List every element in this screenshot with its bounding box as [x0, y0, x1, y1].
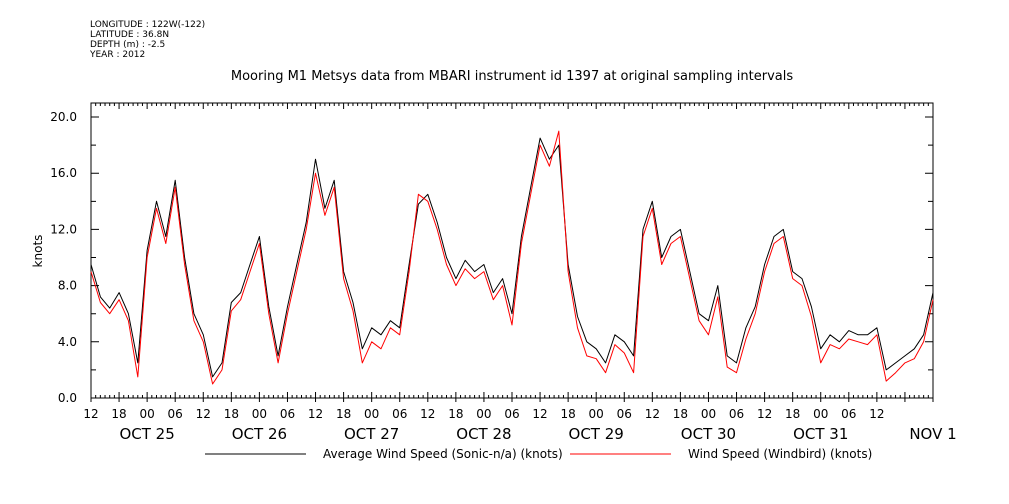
x-tick-label: 00: [476, 407, 491, 421]
x-tick-label: 12: [420, 407, 435, 421]
y-tick-label: 4.0: [58, 335, 77, 349]
date-label: NOV 1: [909, 425, 956, 443]
x-tick-label: 12: [645, 407, 660, 421]
x-tick-label: 00: [701, 407, 716, 421]
date-label: OCT 26: [232, 425, 287, 443]
series-lines: [90, 130, 934, 385]
x-tick-label: 18: [448, 407, 463, 421]
date-label: OCT 30: [681, 425, 736, 443]
legend-label-average: Average Wind Speed (Sonic-n/a) (knots): [323, 447, 563, 461]
date-labels: OCT 25 OCT 26 OCT 27 OCT 28 OCT 29 OCT 30 OCT …: [119, 425, 956, 443]
axis-ticks: [90, 103, 934, 402]
y-tick-label: 0.0: [58, 391, 77, 405]
x-tick-label: 00: [139, 407, 154, 421]
x-tick-label: 06: [168, 407, 183, 421]
date-label: OCT 27: [344, 425, 399, 443]
y-tick-labels: 0.0 4.0 8.0 12.0 16.0 20.0: [50, 110, 77, 405]
x-tick-labels: 12 18 00 06 12 18 00 06 12 18 00 06 12 18 00 06 12 18 00 06…: [83, 407, 884, 421]
x-tick-label: 18: [560, 407, 575, 421]
plot-frame: [90, 102, 934, 399]
x-tick-label: 06: [280, 407, 295, 421]
longitude-label: LONGITUDE : 122W(-122): [90, 20, 206, 30]
y-tick-label: 16.0: [50, 166, 77, 180]
x-tick-label: 18: [336, 407, 351, 421]
y-tick-label: 8.0: [58, 279, 77, 293]
date-label: OCT 25: [119, 425, 174, 443]
x-tick-label: 18: [111, 407, 126, 421]
x-tick-label: 12: [196, 407, 211, 421]
x-tick-label: 06: [729, 407, 744, 421]
series-line-windbird: [90, 130, 934, 385]
date-label: OCT 29: [569, 425, 624, 443]
y-tick-label: 12.0: [50, 222, 77, 236]
date-label: OCT 28: [456, 425, 511, 443]
series-line-average-wind-speed: [90, 137, 934, 378]
x-tick-label: 18: [673, 407, 688, 421]
x-tick-label: 12: [869, 407, 884, 421]
legend-label-windbird: Wind Speed (Windbird) (knots): [688, 447, 872, 461]
depth-label: DEPTH (m) : -2.5: [90, 40, 166, 50]
x-tick-label: 12: [308, 407, 323, 421]
x-tick-label: 18: [224, 407, 239, 421]
date-label: OCT 31: [793, 425, 848, 443]
tick-marks: [90, 103, 934, 402]
legend: Average Wind Speed (Sonic-n/a) (knots) Wi…: [205, 447, 872, 461]
x-tick-label: 00: [252, 407, 267, 421]
x-tick-label: 00: [364, 407, 379, 421]
x-tick-label: 06: [392, 407, 407, 421]
x-tick-label: 00: [589, 407, 604, 421]
x-tick-label: 00: [813, 407, 828, 421]
y-axis-label: knots: [31, 235, 45, 268]
x-tick-label: 12: [532, 407, 547, 421]
y-tick-label: 20.0: [50, 110, 77, 124]
x-tick-label: 06: [504, 407, 519, 421]
year-label: YEAR : 2012: [90, 50, 146, 60]
x-tick-label: 18: [785, 407, 800, 421]
x-tick-label: 06: [841, 407, 856, 421]
x-tick-label: 06: [617, 407, 632, 421]
chart-title: Mooring M1 Metsys data from MBARI instru…: [231, 69, 793, 84]
latitude-label: LATITUDE : 36.8N: [90, 30, 170, 40]
x-tick-label: 12: [757, 407, 772, 421]
metadata-block: LONGITUDE : 122W(-122) LATITUDE : 36.8N …: [90, 20, 205, 60]
x-tick-label: 12: [83, 407, 98, 421]
